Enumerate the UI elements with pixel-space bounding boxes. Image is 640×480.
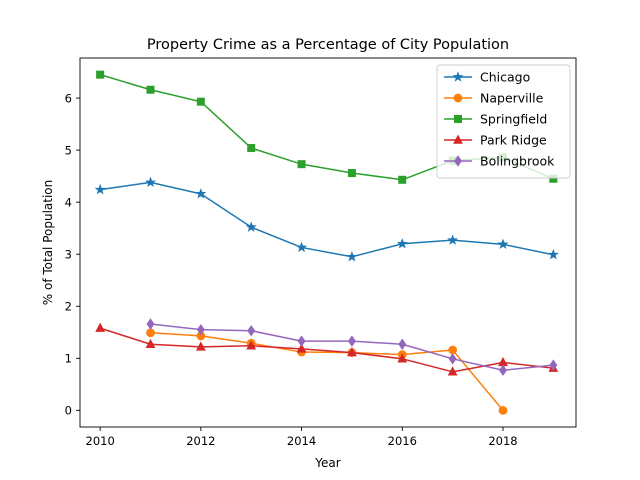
data-point-park-ridge: [397, 353, 408, 363]
data-point-park-ridge: [447, 366, 458, 376]
legend-label: Springfield: [480, 112, 547, 127]
data-point-park-ridge: [246, 340, 257, 350]
legend-item-springfield: Springfield: [444, 112, 547, 127]
data-point-naperville: [498, 405, 508, 415]
y-tick-label: 6: [65, 91, 72, 105]
data-point-chicago: [94, 183, 106, 195]
data-point-naperville: [448, 345, 458, 355]
legend-label: Chicago: [480, 70, 530, 85]
data-point-springfield: [247, 144, 256, 153]
legend-label: Naperville: [480, 91, 544, 106]
y-axis-label: % of Total Population: [41, 180, 55, 305]
data-point-bolingbrook: [448, 353, 457, 365]
plot-frame: [79, 57, 577, 428]
data-point-chicago: [346, 251, 358, 262]
x-tick-label: 2018: [488, 434, 517, 448]
series-bolingbrook: [146, 318, 558, 376]
legend-marker: [453, 134, 463, 144]
data-point-naperville: [146, 328, 155, 338]
plot-area: [79, 57, 577, 428]
series-line-naperville: [150, 332, 504, 411]
data-point-bolingbrook: [196, 323, 205, 336]
y-tick-label: 2: [65, 299, 72, 313]
legend-item-park-ridge: Park Ridge: [444, 133, 547, 148]
data-point-park-ridge: [95, 322, 106, 332]
data-point-springfield: [146, 85, 155, 94]
series-line-park-ridge: [99, 327, 554, 373]
data-point-springfield: [297, 160, 306, 169]
data-point-chicago: [296, 241, 308, 253]
data-point-chicago: [447, 234, 459, 245]
data-point-bolingbrook: [498, 364, 507, 376]
data-point-bolingbrook: [297, 335, 306, 347]
data-point-park-ridge: [296, 343, 307, 353]
y-tick-label: 3: [65, 247, 72, 261]
data-point-springfield: [196, 97, 205, 106]
data-point-park-ridge: [145, 338, 156, 348]
legend-marker: [454, 155, 462, 167]
data-point-chicago: [497, 238, 509, 249]
chart-title: Property Crime as a Percentage of City P…: [147, 37, 509, 53]
data-point-park-ridge: [195, 341, 206, 351]
legend-label: Park Ridge: [480, 133, 547, 148]
data-point-bolingbrook: [347, 335, 356, 347]
series-layer: [94, 70, 559, 415]
data-point-bolingbrook: [146, 318, 155, 330]
legend-item-naperville: Naperville: [444, 91, 544, 106]
legend-marker: [453, 93, 463, 103]
y-axis: 0 1 2 3 4 5 6: [65, 91, 80, 418]
data-point-springfield: [398, 175, 407, 184]
x-tick-label: 2012: [186, 434, 215, 448]
data-point-springfield: [96, 70, 105, 79]
x-axis-label: Year: [314, 456, 340, 470]
y-tick-label: 0: [65, 404, 72, 418]
legend-item-chicago: Chicago: [444, 70, 530, 85]
legend-marker: [452, 71, 464, 82]
legend: Chicago Naperville Springfield Park Ridge Bo…: [436, 64, 571, 179]
y-tick-label: 5: [65, 143, 72, 157]
x-tick-label: 2014: [287, 434, 316, 448]
data-point-chicago: [195, 188, 207, 199]
data-point-park-ridge: [347, 347, 357, 357]
x-tick-label: 2010: [86, 434, 115, 448]
data-point-bolingbrook: [247, 325, 256, 337]
legend-label: Bolingbrook: [480, 154, 555, 169]
data-point-bolingbrook: [398, 338, 407, 350]
data-point-chicago: [145, 176, 156, 188]
legend-marker: [453, 115, 462, 124]
data-point-chicago: [396, 238, 408, 249]
data-point-bolingbrook: [549, 359, 558, 371]
x-axis: 2010 2012 2014 2016 2018: [86, 427, 518, 448]
y-tick-label: 1: [65, 352, 72, 366]
legend-item-bolingbrook: Bolingbrook: [444, 154, 555, 169]
series-chicago: [94, 176, 559, 262]
y-tick-label: 4: [65, 195, 72, 209]
x-tick-label: 2016: [388, 434, 417, 448]
legend-frame: [436, 64, 571, 179]
data-point-chicago: [547, 248, 559, 260]
series-line-chicago: [100, 181, 554, 258]
data-point-springfield: [347, 169, 356, 178]
data-point-chicago: [245, 221, 257, 232]
